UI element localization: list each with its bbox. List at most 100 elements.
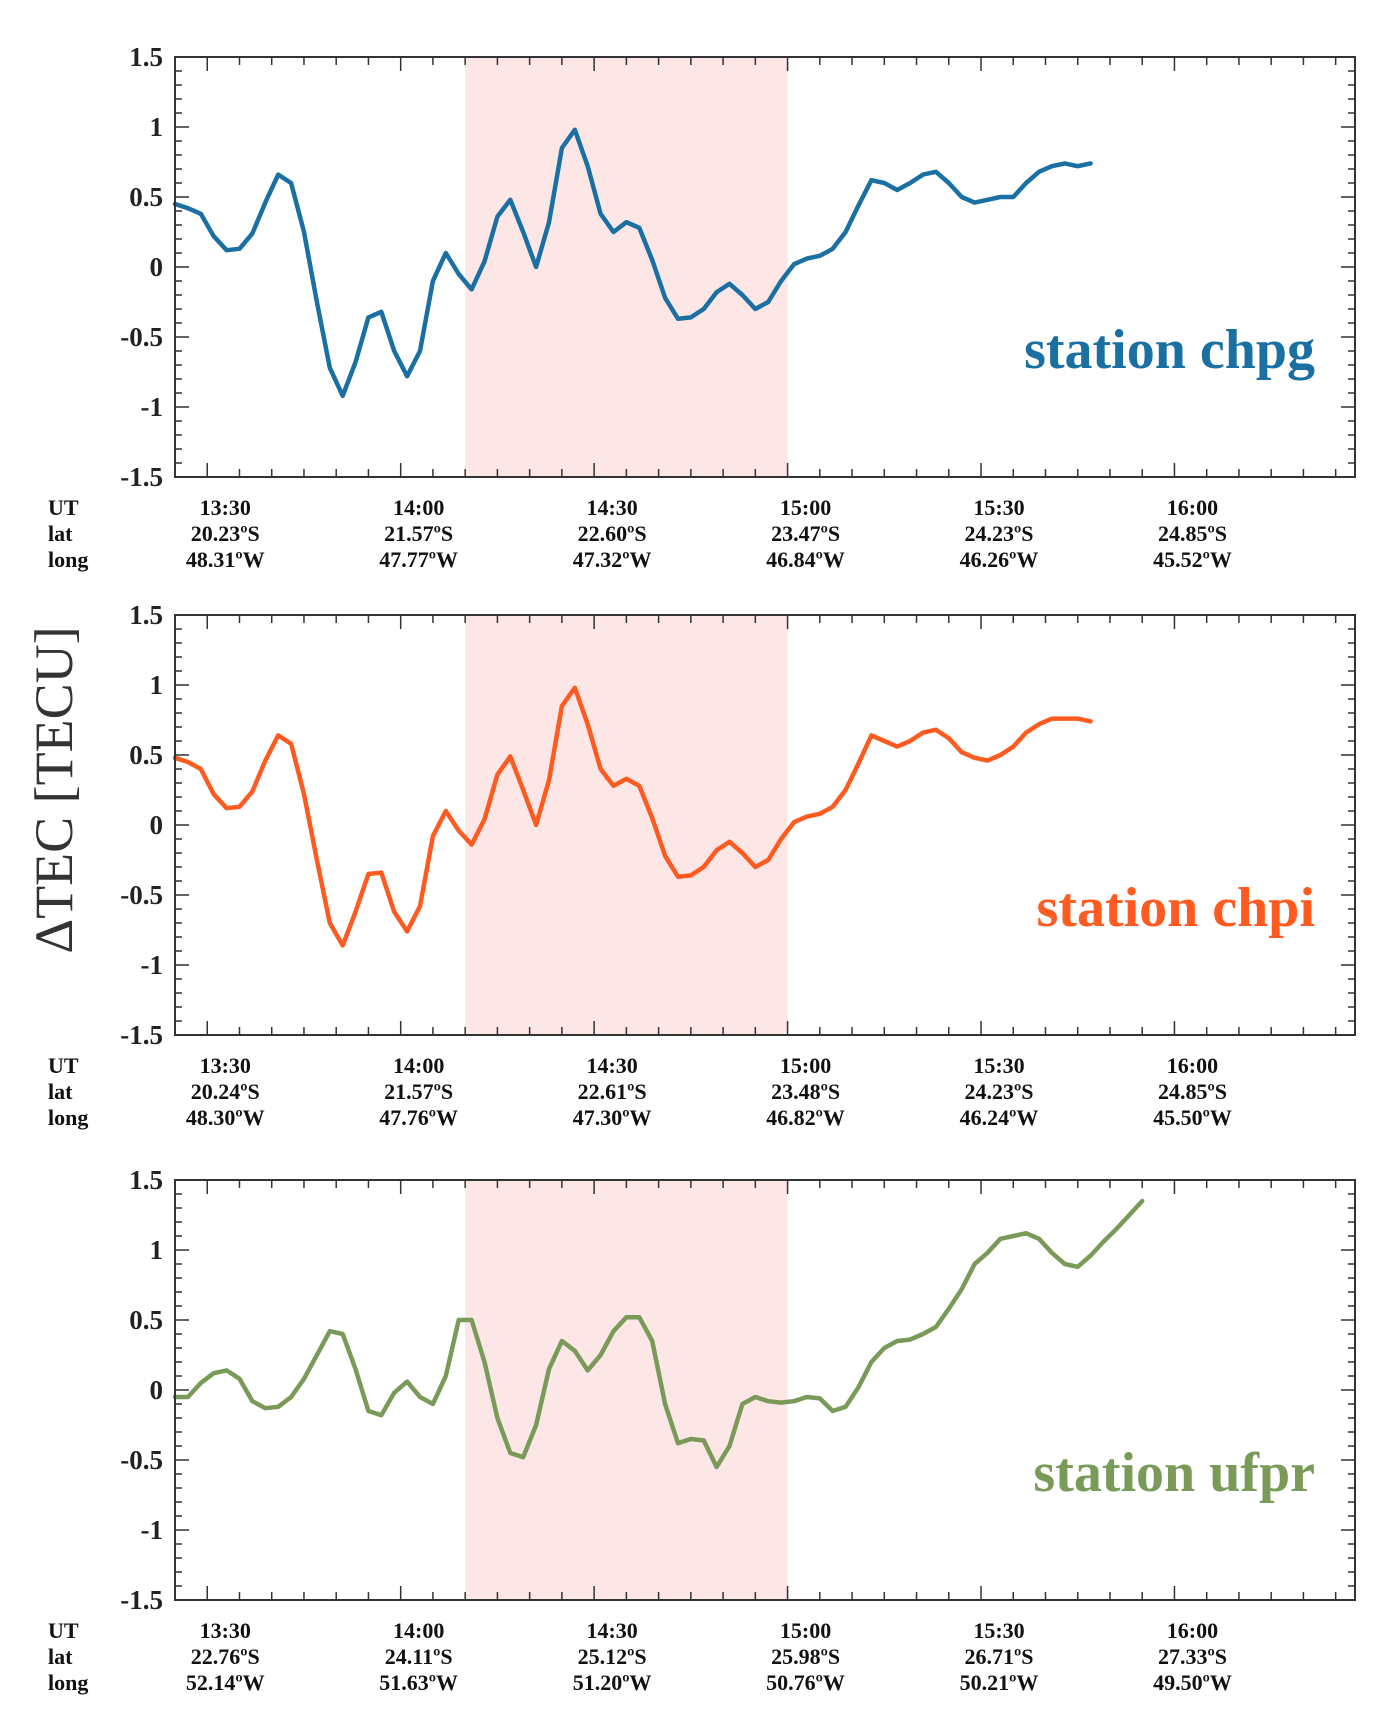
x-label-ut: 16:00 — [1167, 1053, 1218, 1078]
station-label: station chpi — [1037, 877, 1316, 939]
plot-frame — [174, 56, 1356, 478]
x-label-ut: 15:00 — [780, 1053, 831, 1078]
x-label-long: 45.52ºW — [1153, 547, 1232, 572]
x-label-ut: 16:00 — [1167, 1618, 1218, 1643]
x-label-lat: 25.12ºS — [578, 1644, 647, 1669]
x-label-long: 47.76ºW — [379, 1105, 458, 1130]
x-label-ut: 15:30 — [973, 1053, 1024, 1078]
y-tick-label: 0 — [150, 252, 164, 282]
y-tick-label: 1 — [150, 670, 164, 700]
y-tick-label: -1.5 — [120, 462, 163, 492]
x-label-lat: 21.57ºS — [384, 1079, 453, 1104]
x-label-lat: 24.11ºS — [385, 1644, 453, 1669]
plot-frame — [174, 614, 1356, 1036]
x-label-long: 49.50ºW — [1153, 1670, 1232, 1695]
plot-frame — [174, 1179, 1356, 1601]
row-header-long: long — [48, 1670, 88, 1695]
x-label-ut: 14:30 — [586, 1618, 637, 1643]
x-label-ut: 14:30 — [586, 495, 637, 520]
x-label-lat: 24.23ºS — [965, 521, 1034, 546]
y-tick-label: -1.5 — [120, 1585, 163, 1615]
y-tick-label: 1 — [150, 1235, 164, 1265]
y-tick-label: -1 — [141, 392, 164, 422]
x-label-long: 51.20ºW — [573, 1670, 652, 1695]
y-tick-label: -0.5 — [120, 880, 163, 910]
x-label-lat: 23.48ºS — [771, 1079, 840, 1104]
y-tick-label: -0.5 — [120, 1445, 163, 1475]
x-label-long: 46.26ºW — [960, 547, 1039, 572]
series-line — [172, 127, 1093, 399]
x-label-long: 46.84ºW — [766, 547, 845, 572]
y-tick-label: 0 — [150, 1375, 164, 1405]
y-tick-label: 0.5 — [129, 1305, 163, 1335]
x-label-long: 45.50ºW — [1153, 1105, 1232, 1130]
x-label-long: 48.31ºW — [186, 547, 265, 572]
x-label-long: 48.30ºW — [186, 1105, 265, 1130]
y-tick-label: 0.5 — [129, 182, 163, 212]
x-label-ut: 13:30 — [200, 1053, 251, 1078]
x-label-long: 47.77ºW — [379, 547, 458, 572]
y-tick-label: 1.5 — [129, 600, 163, 630]
x-label-lat: 21.57ºS — [384, 521, 453, 546]
x-label-lat: 24.23ºS — [965, 1079, 1034, 1104]
x-label-ut: 14:00 — [393, 1618, 444, 1643]
shaded-interval — [465, 615, 788, 1035]
y-tick-label: -0.5 — [120, 322, 163, 352]
y-axis-title: ΔTEC [TECU] — [24, 626, 84, 953]
y-tick-label: 0 — [150, 810, 164, 840]
y-tick-label: -1 — [141, 1515, 164, 1545]
x-label-lat: 24.85ºS — [1158, 521, 1227, 546]
x-label-lat: 23.47ºS — [771, 521, 840, 546]
y-tick-label: 1.5 — [129, 42, 163, 72]
x-label-lat: 24.85ºS — [1158, 1079, 1227, 1104]
x-label-long: 51.63ºW — [379, 1670, 458, 1695]
x-label-ut: 15:00 — [780, 495, 831, 520]
row-header-ut: UT — [48, 495, 79, 520]
row-header-lat: lat — [48, 1079, 73, 1104]
x-label-lat: 22.61ºS — [578, 1079, 647, 1104]
x-label-lat: 26.71ºS — [965, 1644, 1034, 1669]
y-tick-label: 1.5 — [129, 1165, 163, 1195]
shaded-interval — [465, 57, 788, 477]
x-label-long: 46.82ºW — [766, 1105, 845, 1130]
axis-ticks — [174, 614, 1355, 1036]
series-line — [172, 685, 1093, 948]
row-header-lat: lat — [48, 521, 73, 546]
x-label-ut: 14:00 — [393, 495, 444, 520]
x-label-ut: 13:30 — [200, 1618, 251, 1643]
x-label-ut: 13:30 — [200, 495, 251, 520]
row-header-ut: UT — [48, 1618, 79, 1643]
x-label-long: 47.32ºW — [573, 547, 652, 572]
x-label-ut: 14:30 — [586, 1053, 637, 1078]
series-line — [172, 1198, 1145, 1470]
row-header-lat: lat — [48, 1644, 73, 1669]
x-label-ut: 15:00 — [780, 1618, 831, 1643]
x-label-long: 47.30ºW — [573, 1105, 652, 1130]
x-label-long: 46.24ºW — [960, 1105, 1039, 1130]
x-label-ut: 16:00 — [1167, 495, 1218, 520]
x-label-lat: 22.60ºS — [578, 521, 647, 546]
station-label: station ufpr — [1033, 1442, 1315, 1504]
row-header-long: long — [48, 547, 88, 572]
x-label-lat: 20.23ºS — [191, 521, 260, 546]
y-tick-label: -1.5 — [120, 1020, 163, 1050]
station-label: station chpg — [1024, 319, 1315, 381]
x-label-lat: 27.33ºS — [1158, 1644, 1227, 1669]
x-label-ut: 15:30 — [973, 1618, 1024, 1643]
x-label-long: 50.21ºW — [960, 1670, 1039, 1695]
row-header-long: long — [48, 1105, 88, 1130]
x-label-long: 52.14ºW — [186, 1670, 265, 1695]
y-tick-label: 1 — [150, 112, 164, 142]
y-tick-label: -1 — [141, 950, 164, 980]
x-label-ut: 14:00 — [393, 1053, 444, 1078]
shaded-interval — [465, 1180, 788, 1600]
x-label-lat: 20.24ºS — [191, 1079, 260, 1104]
x-label-ut: 15:30 — [973, 495, 1024, 520]
row-header-ut: UT — [48, 1053, 79, 1078]
x-label-lat: 25.98ºS — [771, 1644, 840, 1669]
